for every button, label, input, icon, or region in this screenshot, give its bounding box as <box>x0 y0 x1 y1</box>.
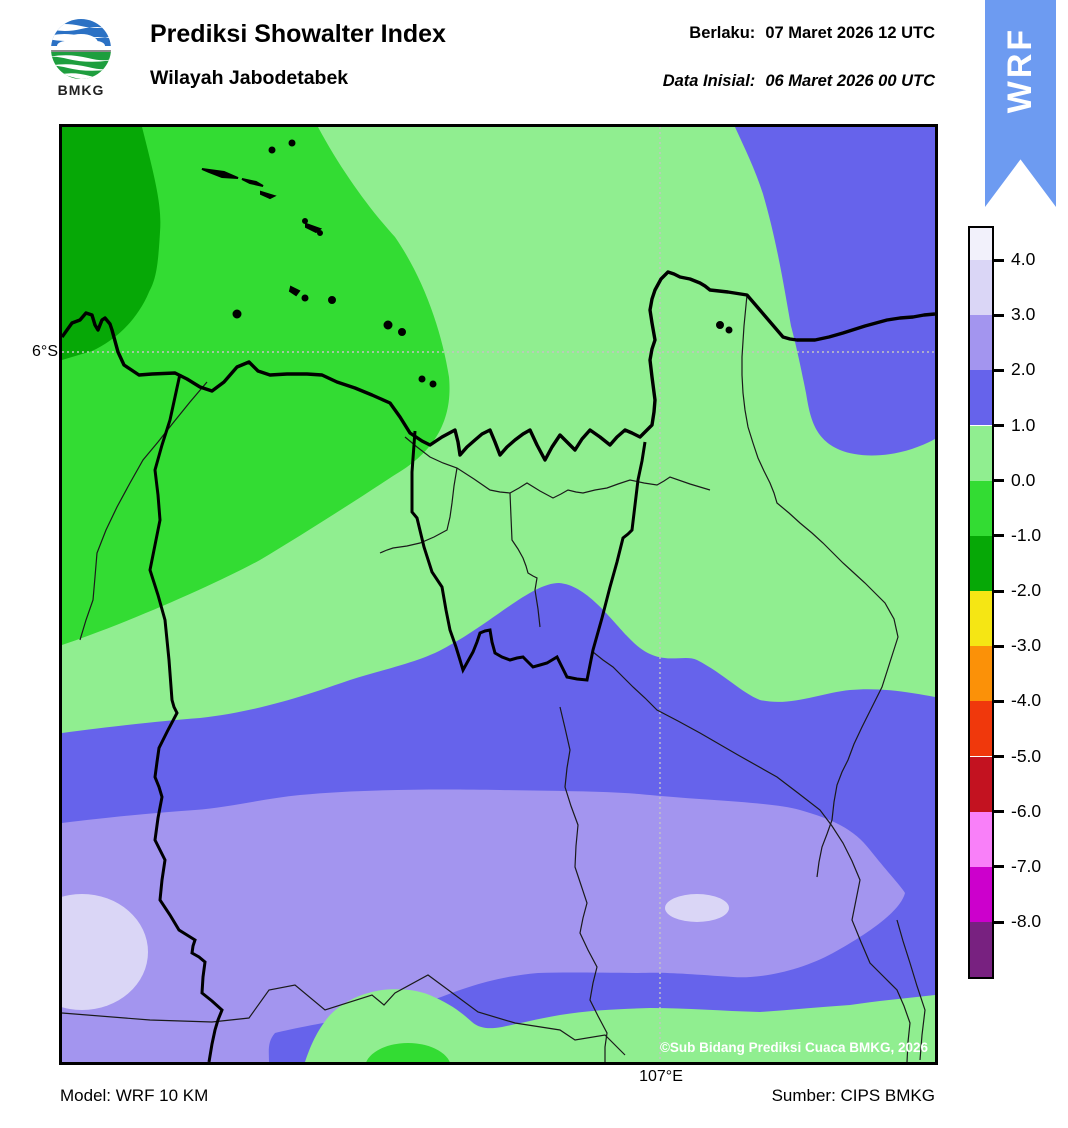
province-boundary <box>148 373 224 1062</box>
colorbar-segment <box>970 260 992 316</box>
colorbar-tick-label: -1.0 <box>1011 524 1042 545</box>
colorbar-tick <box>992 865 1004 869</box>
colorbar-segment <box>970 866 992 922</box>
colorbar-tick <box>992 368 1004 372</box>
valid-time-label: Berlaku: <box>689 24 756 42</box>
page-subtitle: Wilayah Jabodetabek <box>150 67 349 89</box>
contour-si-0-to-1-bottomband <box>305 989 935 1062</box>
colorbar-tick <box>992 424 1004 427</box>
wrf-ribbon: WRF <box>985 0 1056 207</box>
colorbar-segment <box>970 701 992 757</box>
colorbar-tick <box>992 644 1004 648</box>
contour-si-neg1-to-0-bottomcore <box>366 1043 450 1062</box>
colorbar-tick-label: 2.0 <box>1011 359 1036 380</box>
map-canvas: ©Sub Bidang Prediksi Cuaca BMKG, 2026 <box>59 124 938 1065</box>
model-label: Model: WRF 10 KM <box>60 1086 209 1105</box>
bmkg-logo-text: BMKG <box>57 82 105 98</box>
contour-si-3-to-4-west <box>62 894 148 1010</box>
colorbar-tick <box>992 920 1004 924</box>
district-boundaries <box>62 294 926 1062</box>
init-time-line: Data Inisial: 06 Maret 2026 00 UTC <box>663 72 935 91</box>
colorbar-segment <box>970 646 992 702</box>
colorbar-tick-label: 0.0 <box>1011 469 1036 490</box>
contour-si-1-to-2-topright <box>735 127 935 456</box>
colorbar-segment <box>970 370 992 426</box>
jakarta-boundary <box>410 430 647 682</box>
colorbar <box>968 226 994 979</box>
map-copyright: ©Sub Bidang Prediksi Cuaca BMKG, 2026 <box>660 1040 929 1055</box>
colorbar-tick <box>992 479 1004 483</box>
colorbar-segment <box>970 591 992 647</box>
lat-tick-label: 6°S <box>32 343 58 360</box>
colorbar-segment <box>970 756 992 812</box>
init-time-value: 06 Maret 2026 00 UTC <box>765 72 935 90</box>
valid-time-line: Berlaku: 07 Maret 2026 12 UTC <box>689 24 935 43</box>
colorbar-tick-label: -6.0 <box>1011 800 1042 821</box>
wrf-ribbon-label: WRF <box>1001 26 1039 114</box>
colorbar-tick <box>992 810 1004 814</box>
colorbar-tick-label: 4.0 <box>1011 249 1036 269</box>
colorbar-segment <box>970 228 992 260</box>
colorbar-tick <box>992 589 1004 593</box>
colorbar-segment <box>970 535 992 591</box>
colorbar-tick <box>992 258 1004 262</box>
colorbar-tick <box>992 534 1004 538</box>
lon-tick-label: 107°E <box>639 1068 683 1085</box>
coastline <box>62 270 935 462</box>
colorbar-tick-label: 3.0 <box>1011 304 1036 325</box>
colorbar-tick-label: -4.0 <box>1011 690 1042 711</box>
colorbar-tick-label: -5.0 <box>1011 745 1042 766</box>
colorbar-tick <box>992 755 1004 758</box>
colorbar-segment <box>970 922 992 977</box>
colorbar-tick <box>992 699 1004 703</box>
source-label: Sumber: CIPS BMKG <box>771 1086 935 1105</box>
colorbar-tick-label: -3.0 <box>1011 635 1042 656</box>
contour-si-3-to-4-center <box>665 894 729 922</box>
colorbar-segment <box>970 425 992 481</box>
page-title: Prediksi Showalter Index <box>150 20 446 48</box>
contour-si-2-to-3 <box>62 789 905 1062</box>
islands <box>201 139 733 388</box>
contour-si-neg2-to-neg1 <box>62 127 161 360</box>
colorbar-segment <box>970 315 992 371</box>
init-time-label: Data Inisial: <box>662 72 756 90</box>
bmkg-logo <box>51 19 111 79</box>
colorbar-tick-label: 1.0 <box>1011 414 1036 435</box>
colorbar-segment <box>970 811 992 867</box>
colorbar-tick-label: -8.0 <box>1011 911 1042 931</box>
colorbar-tick-label: -2.0 <box>1011 580 1042 600</box>
showalter-index-map: ©Sub Bidang Prediksi Cuaca BMKG, 2026 <box>62 127 935 1062</box>
valid-time-value: 07 Maret 2026 12 UTC <box>765 24 935 42</box>
colorbar-tick-label: -7.0 <box>1011 855 1042 876</box>
colorbar-tick <box>992 313 1004 317</box>
colorbar-segment <box>970 480 992 536</box>
